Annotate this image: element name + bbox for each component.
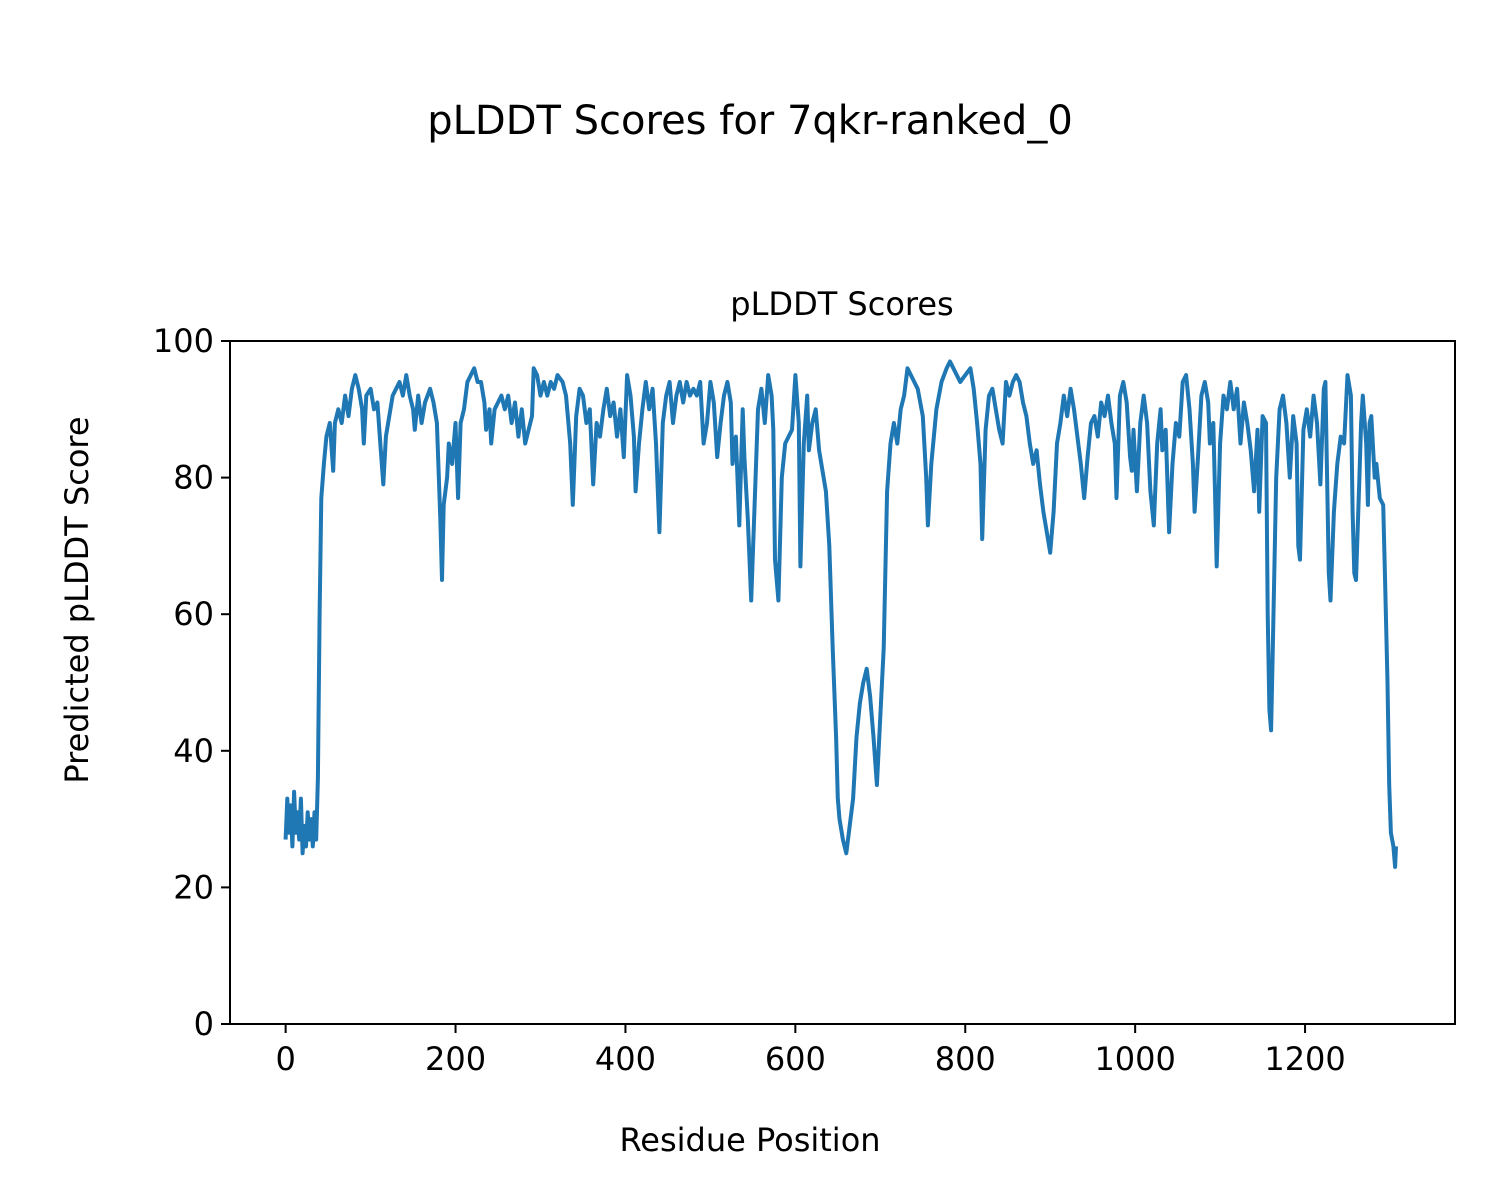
x-tick-label: 400 [595,1040,656,1078]
x-tick-label: 800 [935,1040,996,1078]
y-axis-label: Predicted pLDDT Score [58,416,96,783]
y-tick-label: 80 [173,459,214,497]
x-tick-label: 200 [425,1040,486,1078]
y-tick-label: 100 [153,322,214,360]
x-tick-label: 600 [765,1040,826,1078]
y-tick-label: 40 [173,732,214,770]
plot-frame [229,340,1456,1025]
y-tick-label: 20 [173,868,214,906]
figure-title: pLDDT Scores for 7qkr-ranked_0 [427,98,1073,144]
x-tick-label: 1000 [1094,1040,1175,1078]
series-line-pldtt [283,359,1398,869]
y-tick-label: 60 [173,595,214,633]
x-tick-label: 0 [275,1040,295,1078]
x-tick-label: 1200 [1264,1040,1345,1078]
x-axis-label: Residue Position [619,1121,880,1159]
y-tick-label: 0 [194,1005,214,1043]
chart-title: pLDDT Scores [730,285,953,323]
